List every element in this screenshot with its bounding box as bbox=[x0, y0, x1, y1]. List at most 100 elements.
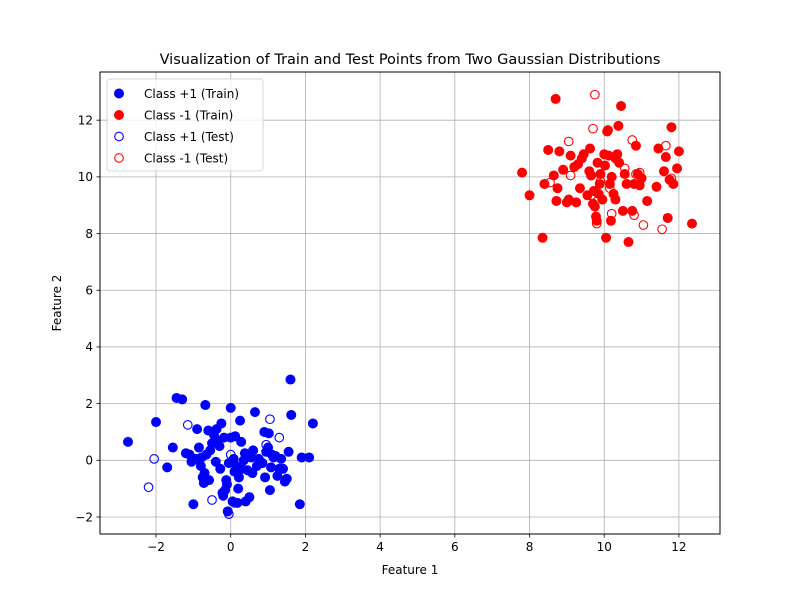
data-point-series-3 bbox=[207, 495, 217, 505]
x-tick-label: 8 bbox=[526, 540, 534, 554]
legend-marker bbox=[114, 88, 125, 99]
data-point-series-2 bbox=[658, 166, 669, 177]
data-point-series-2 bbox=[574, 183, 585, 194]
data-point-series-1 bbox=[193, 442, 204, 453]
data-point-series-1 bbox=[294, 499, 305, 510]
data-point-series-2 bbox=[589, 201, 600, 212]
data-point-series-1 bbox=[188, 499, 199, 510]
data-point-series-4 bbox=[610, 153, 621, 164]
data-point-series-1 bbox=[235, 415, 246, 426]
data-point-series-4 bbox=[588, 123, 598, 134]
chart-title: Visualization of Train and Test Points f… bbox=[160, 52, 661, 68]
data-point-series-2 bbox=[672, 163, 683, 174]
data-point-series-2 bbox=[565, 150, 576, 161]
data-point-series-1 bbox=[199, 468, 210, 479]
data-point-series-1 bbox=[278, 463, 289, 474]
data-point-series-2 bbox=[610, 194, 621, 205]
data-point-series-4 bbox=[627, 135, 638, 145]
data-point-series-2 bbox=[642, 195, 653, 206]
data-point-series-1 bbox=[233, 472, 244, 483]
data-point-series-2 bbox=[578, 149, 589, 160]
data-point-series-2 bbox=[585, 143, 596, 154]
data-point-series-2 bbox=[623, 237, 634, 248]
y-tick-label: 10 bbox=[78, 170, 93, 184]
data-point-series-2 bbox=[616, 101, 627, 112]
data-point-series-3 bbox=[143, 482, 154, 493]
data-point-series-1 bbox=[286, 409, 297, 420]
data-point-series-1 bbox=[281, 473, 292, 484]
data-points bbox=[123, 89, 697, 520]
data-point-series-1 bbox=[221, 479, 232, 490]
y-tick-label: 4 bbox=[85, 340, 93, 354]
data-point-series-2 bbox=[552, 183, 563, 194]
data-point-series-1 bbox=[151, 417, 162, 428]
x-tick-label: −2 bbox=[147, 540, 165, 554]
data-point-series-2 bbox=[517, 167, 528, 178]
data-point-series-2 bbox=[524, 190, 535, 201]
data-point-series-2 bbox=[586, 170, 597, 181]
data-point-series-1 bbox=[247, 468, 258, 479]
data-point-series-1 bbox=[162, 462, 173, 473]
x-axis-label: Feature 1 bbox=[382, 563, 439, 577]
data-point-series-2 bbox=[599, 160, 610, 171]
x-tick-label: 12 bbox=[671, 540, 686, 554]
data-point-series-2 bbox=[686, 218, 697, 229]
legend-label: Class +1 (Train) bbox=[144, 87, 239, 101]
data-point-series-4 bbox=[595, 176, 606, 186]
data-point-series-4 bbox=[604, 183, 615, 194]
data-point-series-2 bbox=[595, 169, 606, 180]
data-point-series-4 bbox=[638, 220, 649, 230]
data-point-series-4 bbox=[666, 173, 677, 184]
y-tick-label: 2 bbox=[85, 397, 93, 411]
data-point-series-2 bbox=[673, 146, 684, 157]
data-point-series-1 bbox=[283, 446, 294, 457]
data-point-series-1 bbox=[260, 472, 271, 483]
data-point-series-4 bbox=[563, 136, 574, 147]
data-point-series-2 bbox=[551, 195, 562, 206]
data-point-series-2 bbox=[554, 146, 565, 157]
data-point-series-1 bbox=[307, 418, 318, 429]
data-point-series-1 bbox=[204, 475, 215, 486]
legend-marker bbox=[114, 110, 125, 121]
legend-label: Class -1 (Train) bbox=[144, 108, 233, 122]
y-tick-label: 6 bbox=[85, 284, 93, 298]
data-point-series-1 bbox=[215, 463, 226, 474]
data-point-series-1 bbox=[285, 374, 296, 385]
data-point-series-1 bbox=[214, 441, 225, 452]
data-point-series-4 bbox=[565, 170, 576, 181]
data-point-series-2 bbox=[617, 205, 628, 216]
data-point-series-2 bbox=[651, 181, 662, 192]
data-point-series-2 bbox=[591, 215, 602, 226]
data-point-series-3 bbox=[265, 414, 275, 425]
data-point-series-2 bbox=[543, 144, 554, 155]
data-point-series-4 bbox=[657, 224, 667, 235]
data-point-series-2 bbox=[662, 212, 673, 223]
data-point-series-4 bbox=[590, 89, 600, 100]
legend-label: Class +1 (Test) bbox=[144, 130, 234, 144]
data-point-series-1 bbox=[167, 442, 178, 453]
data-point-series-3 bbox=[261, 439, 272, 450]
data-point-series-2 bbox=[668, 178, 679, 189]
data-point-series-4 bbox=[619, 163, 630, 174]
legend-marker bbox=[114, 131, 124, 142]
axis-ticks: −2 0 2 4 6 8 10 12 −2 0 2 4 6 8 10 12 bbox=[75, 113, 686, 554]
data-point-series-1 bbox=[263, 428, 274, 439]
data-point-series-2 bbox=[606, 171, 617, 182]
x-tick-label: 2 bbox=[302, 540, 310, 554]
data-point-series-2 bbox=[601, 232, 612, 243]
data-point-series-1 bbox=[123, 436, 134, 447]
data-point-series-4 bbox=[660, 140, 671, 151]
legend-label: Class -1 (Test) bbox=[144, 151, 228, 165]
data-point-series-1 bbox=[236, 436, 247, 447]
data-point-series-1 bbox=[304, 452, 315, 463]
data-point-series-1 bbox=[257, 458, 268, 469]
data-point-series-1 bbox=[200, 400, 211, 411]
data-point-series-4 bbox=[606, 208, 617, 219]
data-point-series-1 bbox=[210, 456, 221, 467]
data-point-series-4 bbox=[591, 218, 602, 229]
data-point-series-1 bbox=[266, 462, 277, 473]
y-tick-label: 8 bbox=[85, 227, 93, 241]
plot-frame bbox=[99, 71, 721, 535]
data-point-series-1 bbox=[192, 424, 203, 435]
